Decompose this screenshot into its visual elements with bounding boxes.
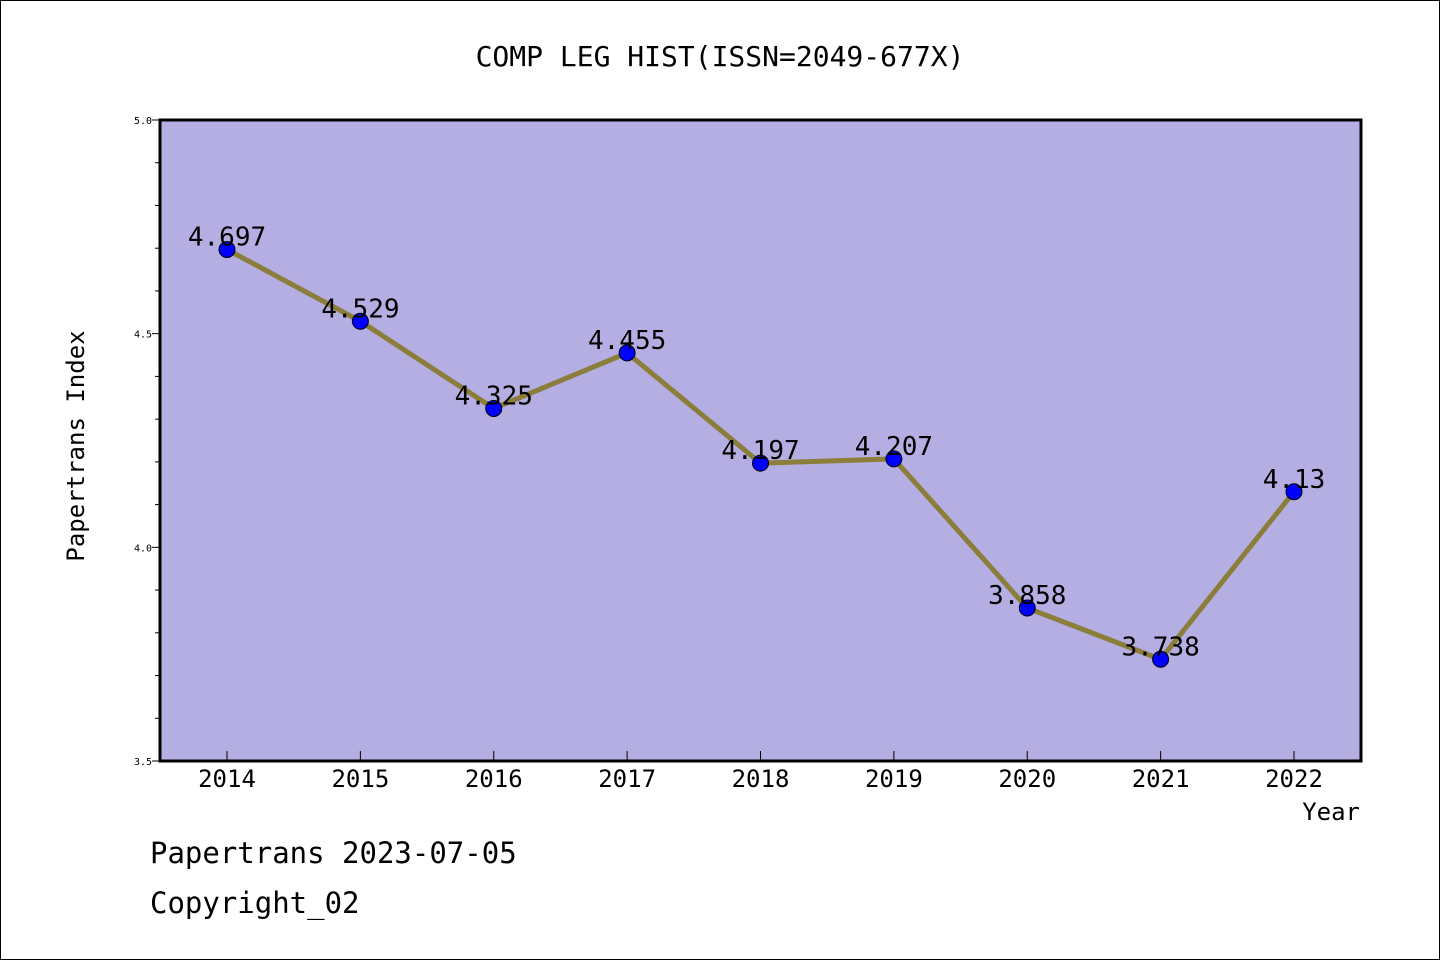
y-tick-label: 3.5 bbox=[134, 757, 152, 768]
plot-border bbox=[158, 118, 1363, 763]
footer-date: Papertrans 2023-07-05 bbox=[150, 836, 517, 870]
axis-ticks: 3.5 4.0 4.5 5.0 2014 2015 2016 2017 2018 2019 2020… bbox=[134, 116, 1323, 793]
footer-copyright: Copyright_02 bbox=[150, 886, 360, 920]
y-axis-label: Papertrans Index bbox=[62, 330, 90, 561]
x-tick-label: 2020 bbox=[998, 765, 1056, 793]
data-label: 4.529 bbox=[321, 294, 399, 324]
series-markers bbox=[218, 240, 1303, 668]
data-point bbox=[218, 240, 236, 258]
x-tick-label: 2014 bbox=[198, 765, 256, 793]
data-point bbox=[1152, 650, 1170, 668]
data-label: 4.207 bbox=[855, 432, 933, 462]
y-tick-label: 4.0 bbox=[134, 543, 152, 554]
x-tick-label: 2018 bbox=[732, 765, 790, 793]
data-label: 3.738 bbox=[1121, 632, 1199, 662]
data-point bbox=[618, 344, 636, 362]
x-tick-label: 2019 bbox=[865, 765, 923, 793]
y-tick-label: 4.5 bbox=[134, 330, 152, 341]
data-point bbox=[885, 450, 903, 468]
data-point bbox=[752, 454, 769, 472]
data-label: 3.858 bbox=[988, 581, 1066, 611]
x-tick-label: 2021 bbox=[1132, 765, 1190, 793]
x-axis-label: Year bbox=[1302, 798, 1360, 826]
x-tick-label: 2015 bbox=[331, 765, 389, 793]
data-label: 4.197 bbox=[721, 436, 799, 466]
data-point bbox=[351, 312, 369, 330]
data-label: 4.697 bbox=[188, 222, 266, 252]
x-tick-label: 2016 bbox=[465, 765, 523, 793]
data-label: 4.455 bbox=[588, 326, 666, 356]
y-tick-label: 5.0 bbox=[134, 116, 152, 127]
data-point bbox=[1018, 599, 1036, 617]
chart-title: COMP LEG HIST(ISSN=2049-677X) bbox=[476, 40, 965, 73]
x-tick-label: 2017 bbox=[598, 765, 656, 793]
data-label: 4.325 bbox=[455, 381, 533, 411]
x-tick-label: 2022 bbox=[1265, 765, 1323, 793]
data-point bbox=[1285, 483, 1303, 501]
data-point bbox=[485, 399, 503, 417]
data-labels: 4.697 4.529 4.325 4.455 4.197 4.207 3.858 3.738… bbox=[188, 222, 1325, 662]
data-label: 4.13 bbox=[1263, 465, 1326, 495]
